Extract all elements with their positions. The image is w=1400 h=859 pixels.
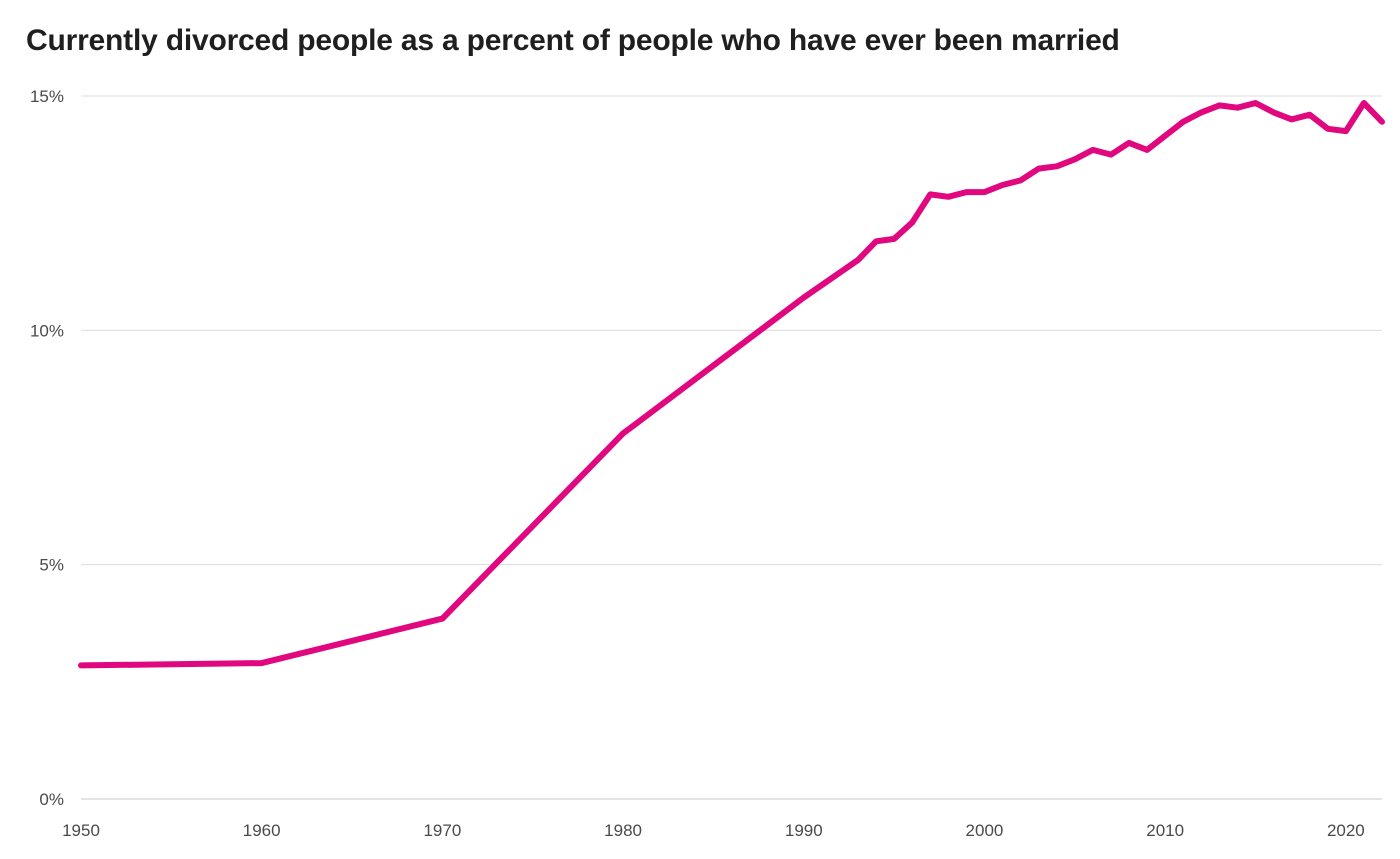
x-tick-label: 1990	[785, 821, 823, 840]
y-tick-label: 15%	[30, 87, 64, 106]
chart-title: Currently divorced people as a percent o…	[26, 24, 1120, 57]
x-tick-label: 2010	[1146, 821, 1184, 840]
y-axis: 0% 5% 10% 15%	[30, 87, 64, 809]
y-tick-label: 5%	[39, 556, 64, 575]
gridlines	[81, 95, 1382, 800]
y-tick-label: 10%	[30, 321, 64, 340]
x-tick-label: 2000	[966, 821, 1004, 840]
y-tick-label: 0%	[39, 790, 64, 809]
x-tick-label: 1950	[62, 821, 100, 840]
x-axis: 1950 1960 1970 1980 1990 2000 2010 2020	[62, 821, 1365, 840]
x-tick-label: 1970	[423, 821, 461, 840]
x-tick-label: 1980	[604, 821, 642, 840]
series-line-0	[78, 100, 1385, 669]
series-layer	[78, 100, 1385, 669]
x-tick-label: 1960	[243, 821, 281, 840]
x-tick-label: 2020	[1327, 821, 1365, 840]
